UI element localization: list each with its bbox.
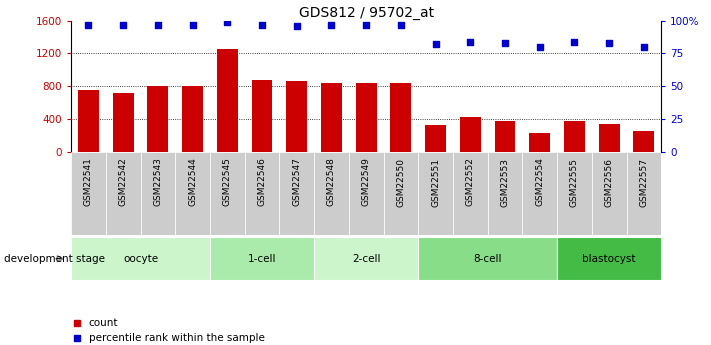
Point — [117, 22, 129, 27]
Text: GSM22542: GSM22542 — [119, 158, 128, 206]
Text: GSM22548: GSM22548 — [327, 158, 336, 206]
Bar — [418, 152, 453, 235]
Bar — [113, 93, 134, 152]
Text: GSM22545: GSM22545 — [223, 158, 232, 206]
Text: 8-cell: 8-cell — [474, 254, 502, 264]
Bar — [626, 152, 661, 235]
Text: GSM22547: GSM22547 — [292, 158, 301, 206]
Bar — [425, 125, 446, 152]
Bar — [488, 152, 523, 235]
Point — [464, 39, 476, 45]
Text: GSM22552: GSM22552 — [466, 158, 475, 206]
Bar — [349, 152, 383, 235]
Bar — [147, 86, 169, 152]
Text: GSM22543: GSM22543 — [154, 158, 162, 206]
Point — [152, 22, 164, 27]
Point — [604, 40, 615, 46]
Bar — [252, 80, 272, 152]
Title: GDS812 / 95702_at: GDS812 / 95702_at — [299, 6, 434, 20]
Bar — [418, 237, 557, 280]
Text: GSM22557: GSM22557 — [639, 158, 648, 207]
Bar — [383, 152, 418, 235]
Bar — [557, 237, 661, 280]
Bar — [175, 152, 210, 235]
Text: count: count — [89, 318, 118, 327]
Point — [430, 41, 442, 47]
Text: GSM22553: GSM22553 — [501, 158, 510, 207]
Bar — [71, 152, 106, 235]
Bar — [592, 152, 626, 235]
Point — [499, 40, 510, 46]
Bar — [564, 121, 585, 152]
Bar — [356, 83, 377, 152]
Bar — [141, 152, 175, 235]
Bar — [71, 237, 210, 280]
Bar — [287, 81, 307, 152]
Text: GSM22549: GSM22549 — [362, 158, 370, 206]
Bar — [634, 131, 654, 152]
Bar — [321, 82, 342, 152]
Bar — [529, 133, 550, 152]
Point — [82, 22, 94, 27]
Bar — [217, 49, 237, 152]
Bar — [599, 124, 619, 152]
Text: GSM22550: GSM22550 — [396, 158, 405, 207]
Point — [569, 39, 580, 45]
Text: GSM22546: GSM22546 — [257, 158, 267, 206]
Text: GSM22551: GSM22551 — [431, 158, 440, 207]
Text: development stage: development stage — [4, 254, 105, 264]
Text: 1-cell: 1-cell — [247, 254, 277, 264]
Text: GSM22554: GSM22554 — [535, 158, 544, 206]
Bar — [78, 89, 99, 152]
Bar — [314, 152, 349, 235]
Bar — [210, 152, 245, 235]
Bar — [314, 237, 418, 280]
Point — [534, 44, 545, 50]
Text: blastocyst: blastocyst — [582, 254, 636, 264]
Text: percentile rank within the sample: percentile rank within the sample — [89, 333, 264, 343]
Point — [291, 23, 302, 29]
Point — [187, 22, 198, 27]
Text: GSM22556: GSM22556 — [604, 158, 614, 207]
Point — [395, 22, 407, 27]
Bar — [210, 237, 314, 280]
Bar — [279, 152, 314, 235]
Bar — [106, 152, 141, 235]
Bar — [453, 152, 488, 235]
Text: oocyte: oocyte — [123, 254, 158, 264]
Point — [326, 22, 337, 27]
Text: GSM22541: GSM22541 — [84, 158, 93, 206]
Bar — [182, 86, 203, 152]
Bar — [390, 83, 411, 152]
Bar — [523, 152, 557, 235]
Point — [638, 44, 650, 50]
Text: GSM22544: GSM22544 — [188, 158, 197, 206]
Point — [360, 22, 372, 27]
Point — [222, 19, 233, 25]
Point — [257, 22, 268, 27]
Text: 2-cell: 2-cell — [352, 254, 380, 264]
Bar — [495, 121, 515, 152]
Text: GSM22555: GSM22555 — [570, 158, 579, 207]
Bar — [557, 152, 592, 235]
Bar — [245, 152, 279, 235]
Bar — [460, 117, 481, 152]
